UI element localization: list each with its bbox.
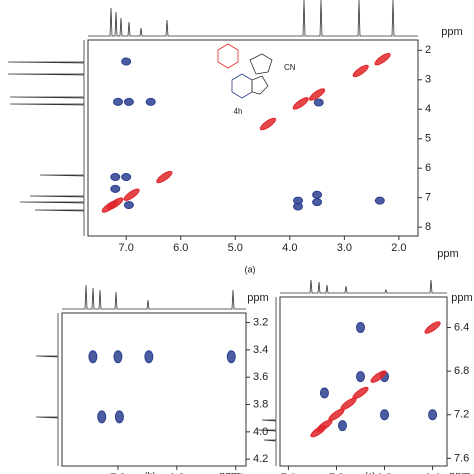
y-axis-label: ppm [451,292,472,304]
y-tick-label: 3.8 [253,398,268,410]
y-tick-label: 3.2 [253,316,268,328]
y-tick-label: 6 [425,162,431,174]
cross-peak [312,198,323,207]
cross-peak [145,97,156,106]
diagonal-peak [101,200,118,213]
cross-peak [293,202,303,211]
y-tick-label: 5 [425,133,431,145]
cross-peak [121,57,132,66]
y-tick-label: 4.2 [253,453,268,465]
cross-peak [337,420,347,432]
compound-label: 4h [234,107,243,116]
cross-peak [380,409,390,421]
diagonal-peak [156,170,173,184]
x-tick-label: 5.0 [228,242,243,254]
cross-peak [374,196,385,205]
x-tick-label: 3.0 [337,242,352,254]
y-axis-label: ppm [441,26,462,38]
y-tick-label: 3 [425,74,431,86]
diagonal-peak [309,88,326,101]
y-tick-label: 6.4 [454,321,469,333]
y-tick-label: 4.0 [253,426,268,438]
cross-peak [110,184,121,193]
cross-peak [123,97,134,106]
x-axis-label: ppm [449,470,470,474]
y-tick-label: 3.6 [253,371,268,383]
projection-left-c [257,297,277,466]
x-tick-label: 7.0 [119,242,134,254]
x-tick-label: 7.2 [329,472,344,474]
y-tick-label: 2 [425,44,431,56]
x-tick-label: 7.2 [110,472,125,474]
y-tick-label: 8 [425,221,431,233]
cross-peak [88,350,98,364]
cross-peak [113,97,123,106]
cross-peak [355,371,365,383]
cross-peak [428,409,438,421]
panel-caption: (a) [245,264,256,274]
cross-peak [319,387,329,399]
diagonal-peak [370,370,387,383]
x-tick-label: 7.6 [281,472,296,474]
projection-left-a [7,40,85,236]
projection-top-c [280,279,447,294]
y-tick-label: 7.2 [454,409,469,421]
y-tick-label: 7.6 [454,452,469,464]
y-tick-label: 4 [425,103,431,115]
molecule [217,43,273,99]
x-tick-label: 6.0 [173,242,188,254]
x-tick-label: 4.0 [282,242,297,254]
x-tick-label: 6.8 [169,472,184,474]
cross-peak [355,322,365,334]
x-axis-label: ppm [219,470,240,474]
projection-top-b [62,284,246,310]
panel-caption: (c) [365,470,376,474]
diagonal-peak [123,188,140,201]
diagonal-peak [259,117,277,131]
cross-peak [226,350,236,364]
x-tick-label: 2.0 [391,242,406,254]
x-tick-label: 6.4 [228,472,243,474]
cross-peak [113,350,123,364]
cross-peak [114,410,124,424]
plot-frame [279,296,448,467]
plot-frame [87,39,419,237]
cross-peak [312,190,323,199]
cross-peak [110,173,121,182]
projection-left-b [35,313,59,466]
x-tick-label: 6.8 [377,472,392,474]
diagonal-peak [310,424,327,438]
y-tick-label: 7 [425,192,431,204]
plot-frame [61,312,247,467]
panel-caption: (b) [145,470,156,474]
cross-peak [121,173,132,182]
group-label: CN [284,63,296,72]
diagonal-peak [374,52,391,66]
cross-peak [313,98,324,107]
cross-peak [123,201,134,210]
y-tick-label: 3.4 [253,344,268,356]
y-tick-label: 6.8 [454,365,469,377]
x-tick-label: 6.4 [425,472,440,474]
cross-peak [144,350,154,364]
diagonal-peak [292,97,309,110]
diagonal-peak [424,321,441,334]
projection-top-a [88,0,418,37]
cross-peak [97,410,107,424]
y-axis-label: ppm [247,292,268,304]
x-axis-label: ppm [437,248,458,260]
diagonal-peak [352,64,369,78]
